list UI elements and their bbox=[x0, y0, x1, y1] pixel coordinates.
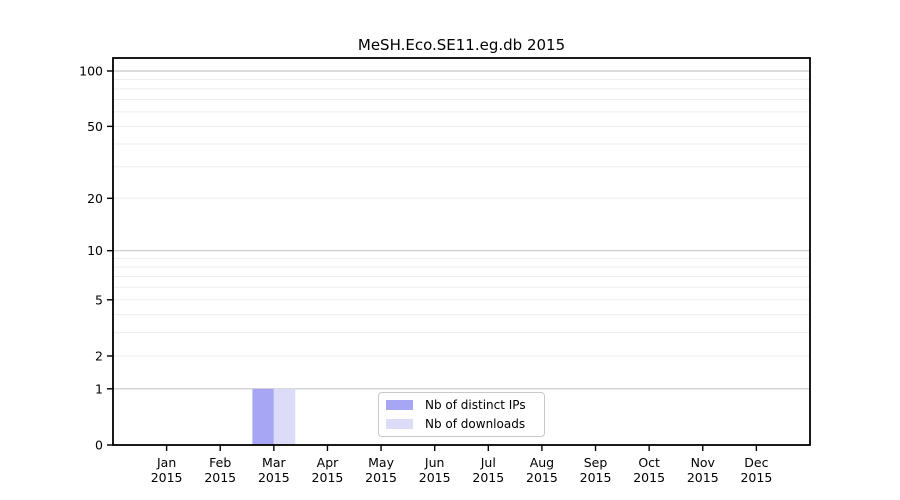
legend-swatch-downloads bbox=[386, 419, 413, 429]
y-tick-label: 100 bbox=[79, 64, 103, 79]
x-tick-label-month: Jan bbox=[156, 455, 176, 470]
x-tick-label-month: Sep bbox=[584, 455, 608, 470]
bar-downloads bbox=[273, 388, 296, 445]
x-tick-label-year: 2015 bbox=[365, 470, 397, 485]
y-tick-label: 10 bbox=[87, 243, 103, 258]
y-tick-label: 50 bbox=[87, 119, 103, 134]
x-tick-label-month: Jun bbox=[424, 455, 445, 470]
x-tick-label-month: May bbox=[368, 455, 394, 470]
x-tick-label-year: 2015 bbox=[687, 470, 719, 485]
x-tick-label-year: 2015 bbox=[151, 470, 183, 485]
x-tick-label-month: Dec bbox=[744, 455, 768, 470]
y-tick-label: 1 bbox=[95, 381, 103, 396]
x-tick-label-year: 2015 bbox=[740, 470, 772, 485]
legend-item-distinct-ips: Nb of distinct IPs bbox=[386, 398, 544, 412]
y-tick-label: 0 bbox=[95, 438, 103, 453]
legend: Nb of distinct IPs Nb of downloads bbox=[378, 392, 545, 437]
x-tick-label-month: Oct bbox=[638, 455, 660, 470]
x-tick-label-year: 2015 bbox=[419, 470, 451, 485]
x-tick-label-month: Mar bbox=[262, 455, 286, 470]
plot-frame bbox=[112, 57, 811, 446]
bar-distinct-ips bbox=[252, 388, 274, 445]
legend-swatch-distinct-ips bbox=[386, 400, 413, 410]
legend-label-downloads: Nb of downloads bbox=[425, 417, 526, 431]
y-tick-label: 20 bbox=[87, 191, 103, 206]
x-tick-label-month: Apr bbox=[317, 455, 339, 470]
legend-label-distinct-ips: Nb of distinct IPs bbox=[425, 398, 526, 412]
y-tick-label: 2 bbox=[95, 348, 103, 363]
x-tick-label-year: 2015 bbox=[580, 470, 612, 485]
x-tick-label-month: Jul bbox=[480, 455, 496, 470]
x-tick-label-year: 2015 bbox=[312, 470, 344, 485]
x-tick-label-year: 2015 bbox=[258, 470, 290, 485]
legend-item-downloads: Nb of downloads bbox=[386, 417, 544, 431]
x-tick-label-month: Feb bbox=[209, 455, 231, 470]
chart-title: MeSH.Eco.SE11.eg.db 2015 bbox=[357, 36, 566, 54]
y-tick-label: 5 bbox=[95, 292, 103, 307]
x-tick-label-month: Nov bbox=[691, 455, 716, 470]
x-tick-label-year: 2015 bbox=[633, 470, 665, 485]
x-tick-label-year: 2015 bbox=[472, 470, 504, 485]
x-tick-label-month: Aug bbox=[530, 455, 554, 470]
x-tick-label-year: 2015 bbox=[526, 470, 558, 485]
x-tick-label-year: 2015 bbox=[204, 470, 236, 485]
